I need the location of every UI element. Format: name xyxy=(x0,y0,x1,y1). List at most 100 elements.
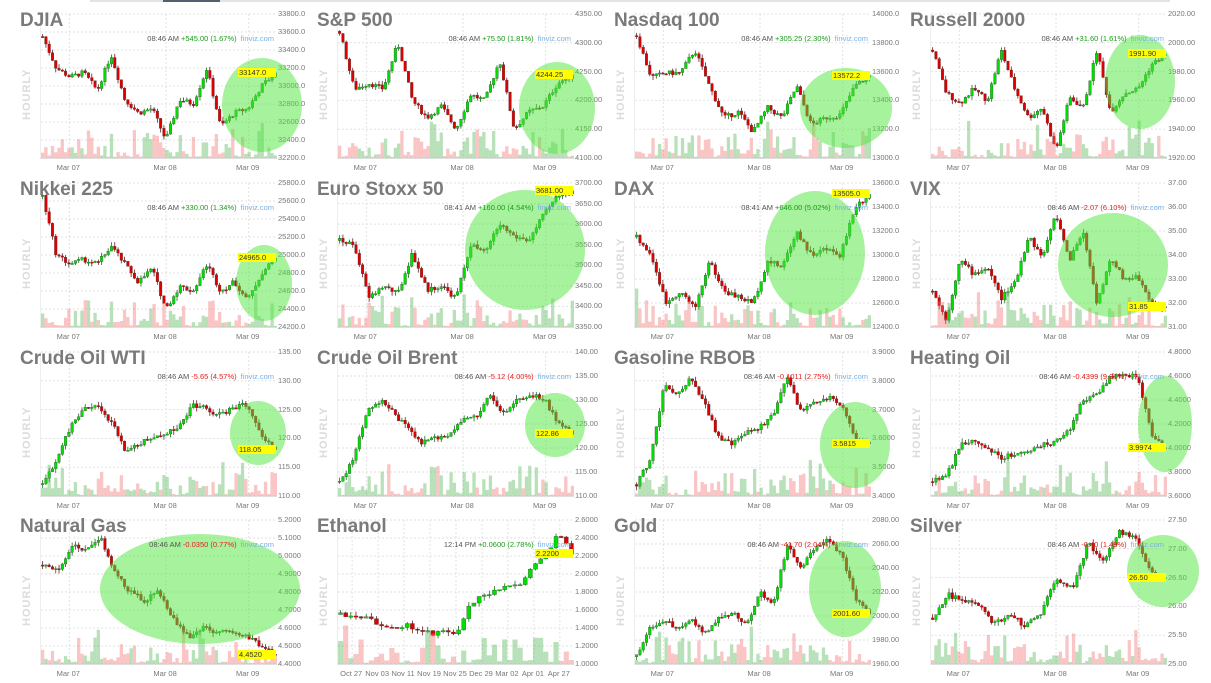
volume-bar xyxy=(703,484,708,496)
x-tick-label: Mar 08 xyxy=(747,332,771,341)
chart-title[interactable]: Crude Oil Brent xyxy=(317,348,458,369)
candle-body xyxy=(1078,565,1082,576)
volume-bar xyxy=(172,494,176,496)
candle-body xyxy=(267,79,271,82)
finviz-watermark[interactable]: finviz.com xyxy=(1130,34,1164,43)
chart-panel-djia[interactable]: DJIA 08:46 AM +545.00 (1.67%) finviz.com HOU… xyxy=(18,8,315,177)
finviz-watermark[interactable]: finviz.com xyxy=(1130,540,1164,549)
chart-panel-crude-oil-brent[interactable]: Crude Oil Brent 08:46 AM -5.12 (4.00%) finv… xyxy=(315,346,612,515)
chart-panel-euro-stoxx-50[interactable]: Euro Stoxx 50 08:41 AM +160.00 (4.54%) finv… xyxy=(315,177,612,346)
chart-panel-nikkei-225[interactable]: Nikkei 225 08:46 AM +330.00 (1.34%) finviz.… xyxy=(18,177,315,346)
chart-panel-dax[interactable]: DAX 08:41 AM +646.00 (5.02%) finviz.com HOUR… xyxy=(612,177,909,346)
chart-panel-ethanol[interactable]: Ethanol 12:14 PM +0.0600 (2.78%) finviz.com… xyxy=(315,514,612,683)
finviz-watermark[interactable]: finviz.com xyxy=(537,203,571,212)
volume-bar xyxy=(488,150,493,158)
finviz-watermark[interactable]: finviz.com xyxy=(834,372,868,381)
candle-body xyxy=(90,77,94,81)
chart-title[interactable]: Crude Oil WTI xyxy=(20,348,146,369)
finviz-watermark[interactable]: finviz.com xyxy=(240,540,274,549)
chart-panel-gold[interactable]: Gold 08:46 AM -41.70 (2.04%) finviz.com HOUR… xyxy=(612,514,909,683)
chart-title[interactable]: Euro Stoxx 50 xyxy=(317,179,444,200)
chart-panel-crude-oil-wti[interactable]: Crude Oil WTI 08:46 AM -5.65 (4.57%) finviz… xyxy=(18,346,315,515)
volume-bar xyxy=(857,493,862,496)
volume-bar xyxy=(825,156,829,158)
candle-body xyxy=(1098,293,1102,304)
chart-title[interactable]: Nikkei 225 xyxy=(20,179,113,200)
volume-bar xyxy=(469,153,473,158)
finviz-watermark[interactable]: finviz.com xyxy=(240,372,274,381)
chart-title[interactable]: VIX xyxy=(910,179,941,200)
candle-body xyxy=(525,112,528,120)
chart-title[interactable]: Nasdaq 100 xyxy=(614,10,720,31)
candle-body xyxy=(341,476,345,482)
candle-body xyxy=(861,601,865,606)
volume-bar xyxy=(818,141,822,158)
candle-body xyxy=(844,236,848,245)
chart-title[interactable]: Silver xyxy=(910,516,962,537)
volume-bar xyxy=(944,642,948,664)
plot-area[interactable] xyxy=(40,182,277,328)
chart-title[interactable]: Heating Oil xyxy=(910,348,1011,369)
candle-body xyxy=(44,564,48,567)
chart-panel-silver[interactable]: Silver 08:46 AM -0.40 (1.49%) finviz.com HOU… xyxy=(908,514,1205,683)
volume-bar xyxy=(684,153,688,158)
volume-bar xyxy=(703,325,708,327)
candle-body xyxy=(175,428,179,431)
finviz-watermark[interactable]: finviz.com xyxy=(537,372,571,381)
chart-title[interactable]: S&P 500 xyxy=(317,10,393,31)
chart-title[interactable]: Ethanol xyxy=(317,516,387,537)
finviz-watermark[interactable]: finviz.com xyxy=(834,203,868,212)
candle-body xyxy=(191,104,195,106)
chart-title[interactable]: DJIA xyxy=(20,10,64,31)
chart-panel-heating-oil[interactable]: Heating Oil 08:46 AM -0.4399 (9.91%) finviz… xyxy=(908,346,1205,515)
volume-bar xyxy=(211,646,215,664)
finviz-watermark[interactable]: finviz.com xyxy=(1130,203,1164,212)
top-nav-active-tab[interactable] xyxy=(163,0,220,2)
volume-bar xyxy=(848,145,852,158)
volume-bar xyxy=(450,656,456,664)
candle-body xyxy=(440,630,446,632)
y-tick-label: 3400.00 xyxy=(575,301,603,311)
finviz-watermark[interactable]: finviz.com xyxy=(834,540,868,549)
candle-body xyxy=(67,75,71,78)
volume-bar xyxy=(644,300,649,327)
candle-body xyxy=(47,43,51,53)
finviz-watermark[interactable]: finviz.com xyxy=(537,34,571,43)
chart-panel-vix[interactable]: VIX 08:46 AM -2.07 (6.10%) finviz.com HOURLY… xyxy=(908,177,1205,346)
chart-title[interactable]: DAX xyxy=(614,179,655,200)
chart-title[interactable]: Gasoline RBOB xyxy=(614,348,756,369)
price-change: -0.40 (1.49%) xyxy=(1081,540,1127,549)
candle-body xyxy=(264,646,267,649)
chart-panel-s-p-500[interactable]: S&P 500 08:46 AM +75.50 (1.81%) finviz.com H… xyxy=(315,8,612,177)
finviz-watermark[interactable]: finviz.com xyxy=(537,540,571,549)
volume-bar xyxy=(244,322,248,327)
finviz-watermark[interactable]: finviz.com xyxy=(1130,372,1164,381)
chart-panel-nasdaq-100[interactable]: Nasdaq 100 08:46 AM +305.25 (2.30%) finviz.… xyxy=(612,8,909,177)
chart-title[interactable]: Gold xyxy=(614,516,658,537)
chart-title[interactable]: Russell 2000 xyxy=(910,10,1026,31)
candle-body xyxy=(756,291,760,297)
volume-bar xyxy=(67,148,71,158)
x-tick-label: Mar 08 xyxy=(450,163,474,172)
volume-bar xyxy=(534,156,538,158)
volume-bar xyxy=(716,323,721,327)
volume-bar xyxy=(851,145,855,158)
volume-bar xyxy=(195,481,199,496)
finviz-watermark[interactable]: finviz.com xyxy=(834,34,868,43)
chart-panel-natural-gas[interactable]: Natural Gas 08:46 AM -0.0350 (0.77%) finviz… xyxy=(18,514,315,683)
volume-bar xyxy=(730,149,734,158)
finviz-watermark[interactable]: finviz.com xyxy=(240,34,274,43)
chart-title[interactable]: Natural Gas xyxy=(20,516,127,537)
chart-panel-russell-2000[interactable]: Russell 2000 08:46 AM +31.60 (1.61%) finviz… xyxy=(908,8,1205,177)
candle-body xyxy=(377,403,381,405)
plot-area[interactable] xyxy=(337,519,574,665)
volume-bar xyxy=(825,490,829,496)
finviz-watermark[interactable]: finviz.com xyxy=(240,203,274,212)
volume-bar xyxy=(1163,657,1167,664)
candle-body xyxy=(237,285,241,292)
y-tick-label: 120.00 xyxy=(278,433,301,443)
chart-panel-gasoline-rbob[interactable]: Gasoline RBOB 08:46 AM -0.1011 (2.75%) finv… xyxy=(612,346,909,515)
volume-bar xyxy=(558,660,564,664)
volume-bar xyxy=(844,325,849,327)
volume-bar xyxy=(113,322,117,327)
